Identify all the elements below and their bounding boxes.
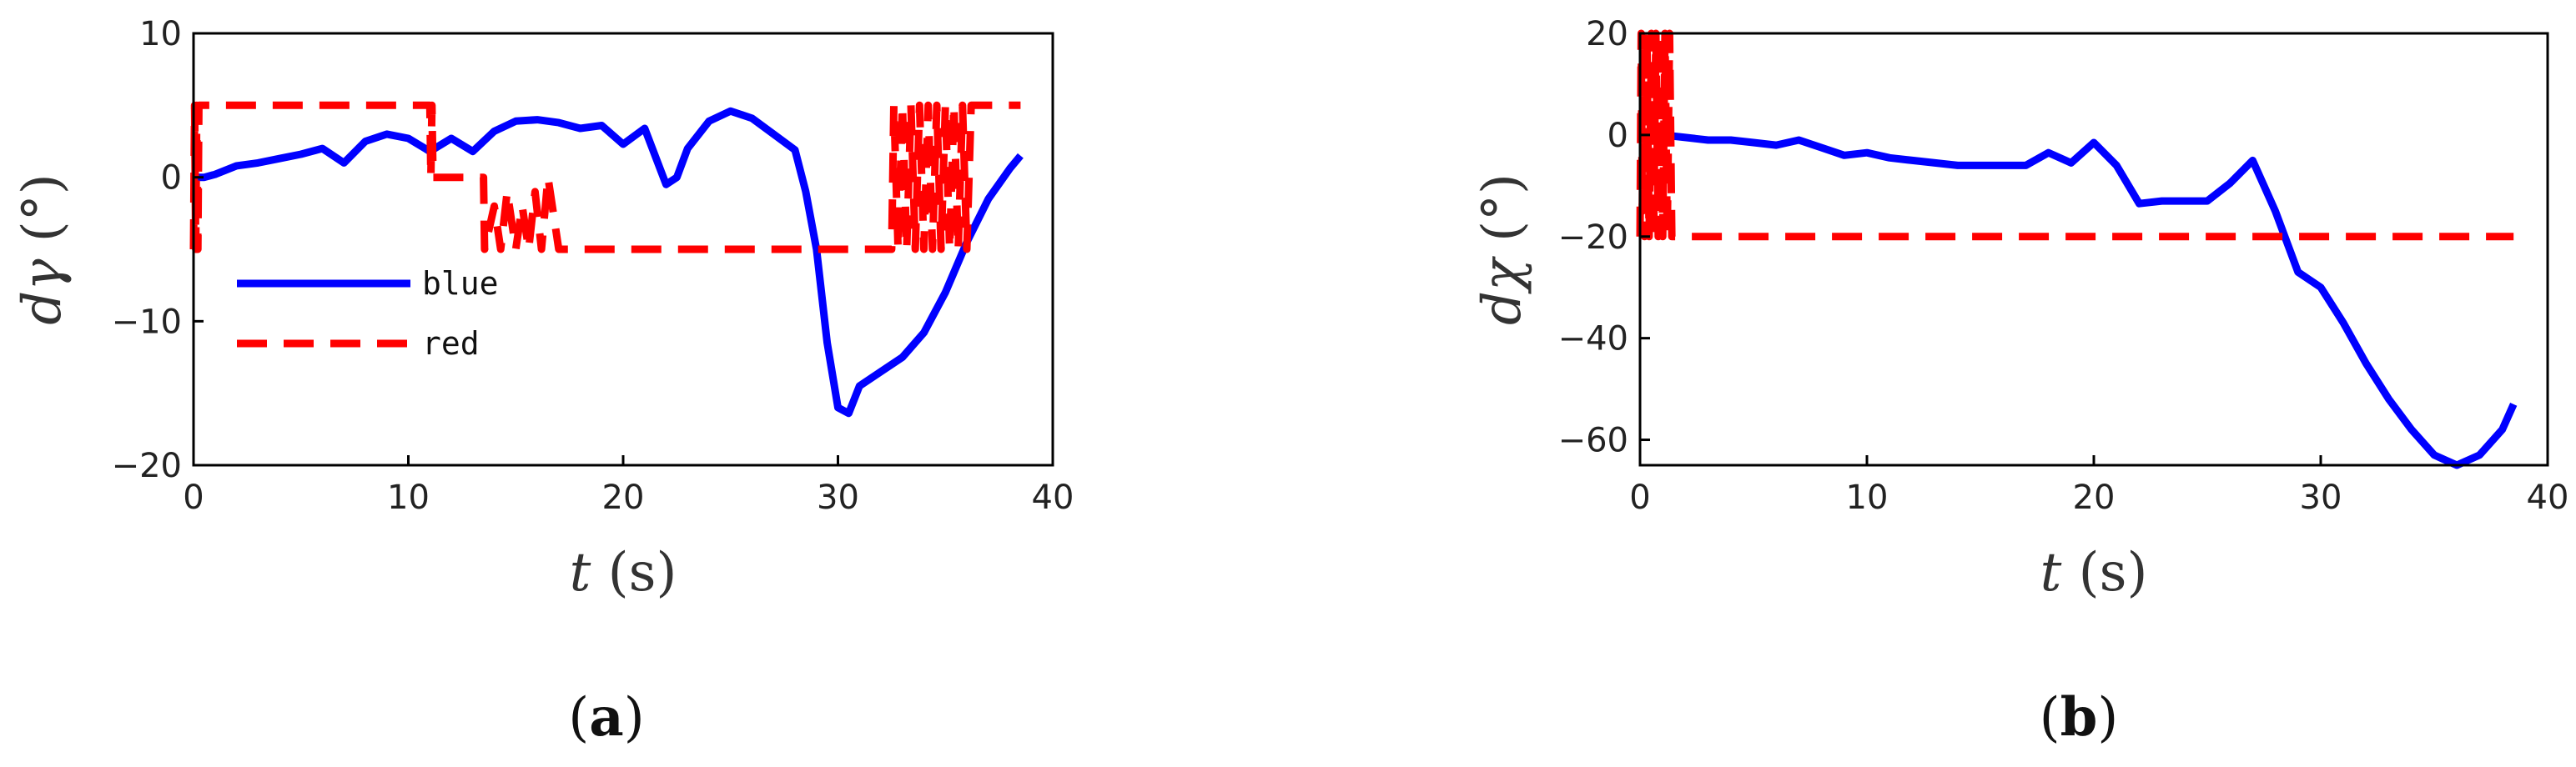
chart-a-x-axis-unit: (s) (591, 542, 677, 604)
chart-b-y-tick-label: 0 (1607, 117, 1628, 155)
chart-a-y-tick-label: −10 (112, 303, 182, 341)
chart-b-y-tick-label: −60 (1558, 422, 1628, 460)
chart-b-y-tick-label: −20 (1558, 218, 1628, 257)
chart-a-x-axis-label: t (s) (570, 542, 677, 604)
chart-a-x-axis-var: t (570, 542, 591, 604)
chart-a-y-tick-label: 0 (161, 159, 182, 198)
chart-a-x-tick-label: 30 (817, 479, 859, 517)
chart-a-series-layer (189, 101, 1024, 418)
chart-b-x-axis-var: t (2040, 542, 2062, 604)
chart-b-y-axis-label: dχ (°) (1472, 173, 1533, 325)
chart-a: 0 10 20 30 40 −20 −10 0 10 blue red t (s) dγ (°)… (12, 15, 1074, 749)
panel-label-a-letter: a (589, 686, 623, 749)
chart-a-y-axis-label: dγ (°) (12, 173, 73, 325)
chart-b-y-axis-unit: (°) (1472, 173, 1533, 258)
chart-b-x-tick-label: 30 (2300, 479, 2342, 517)
chart-a-x-tick-label: 10 (387, 479, 430, 517)
chart-b-x-tick-label: 0 (1629, 479, 1650, 517)
chart-a-x-tick-label: 40 (1032, 479, 1074, 517)
chart-b-y-tick-label: −40 (1558, 320, 1628, 358)
chart-b-series-layer (1636, 29, 2518, 469)
chart-a-legend-box (224, 258, 524, 375)
chart-a-x-tick-label: 20 (602, 479, 645, 517)
chart-b: 0 10 20 30 40 −60 −40 −20 0 20 t (s) dχ (°) (b) (1472, 15, 2568, 749)
chart-a-y-tick-label: −20 (112, 447, 182, 485)
panel-label-a: (a) (568, 686, 644, 749)
panel-label-b-open: ( (2040, 687, 2060, 749)
chart-a-ticks-layer: 0 10 20 30 40 −20 −10 0 10 (112, 15, 1074, 517)
chart-b-x-tick-label: 10 (1846, 479, 1889, 517)
chart-a-y-axis-unit: (°) (12, 173, 73, 258)
chart-b-series-blue-line (1640, 131, 2518, 469)
chart-a-series-blue-line (194, 107, 1024, 418)
chart-b-y-axis-var: dχ (1472, 256, 1533, 325)
chart-a-series-red-line (189, 101, 1021, 253)
chart-b-plot-frame (1638, 32, 2549, 467)
panel-label-b-letter: b (2060, 686, 2098, 749)
chart-b-x-tick-label: 40 (2527, 479, 2569, 517)
chart-a-legend: blue red (224, 258, 524, 375)
chart-a-x-tick-label: 0 (183, 479, 204, 517)
panel-label-b-close: ) (2097, 687, 2118, 749)
chart-b-series-red-line (1636, 29, 2514, 241)
chart-b-x-tick-label: 20 (2073, 479, 2116, 517)
chart-b-x-axis-unit: (s) (2061, 542, 2147, 604)
panel-label-a-open: ( (568, 687, 589, 749)
chart-a-legend-label-blue: blue (422, 265, 499, 302)
panel-label-a-close: ) (624, 687, 645, 749)
chart-b-x-axis-label: t (s) (2040, 542, 2148, 604)
chart-a-y-tick-label: 10 (139, 15, 182, 53)
chart-a-y-axis-var: dγ (12, 258, 73, 325)
chart-b-y-tick-label: 20 (1586, 15, 1628, 53)
panel-label-b: (b) (2040, 686, 2119, 749)
chart-a-legend-label-red: red (422, 325, 480, 362)
chart-b-ticks-layer: 0 10 20 30 40 −60 −40 −20 0 20 (1558, 15, 2569, 517)
